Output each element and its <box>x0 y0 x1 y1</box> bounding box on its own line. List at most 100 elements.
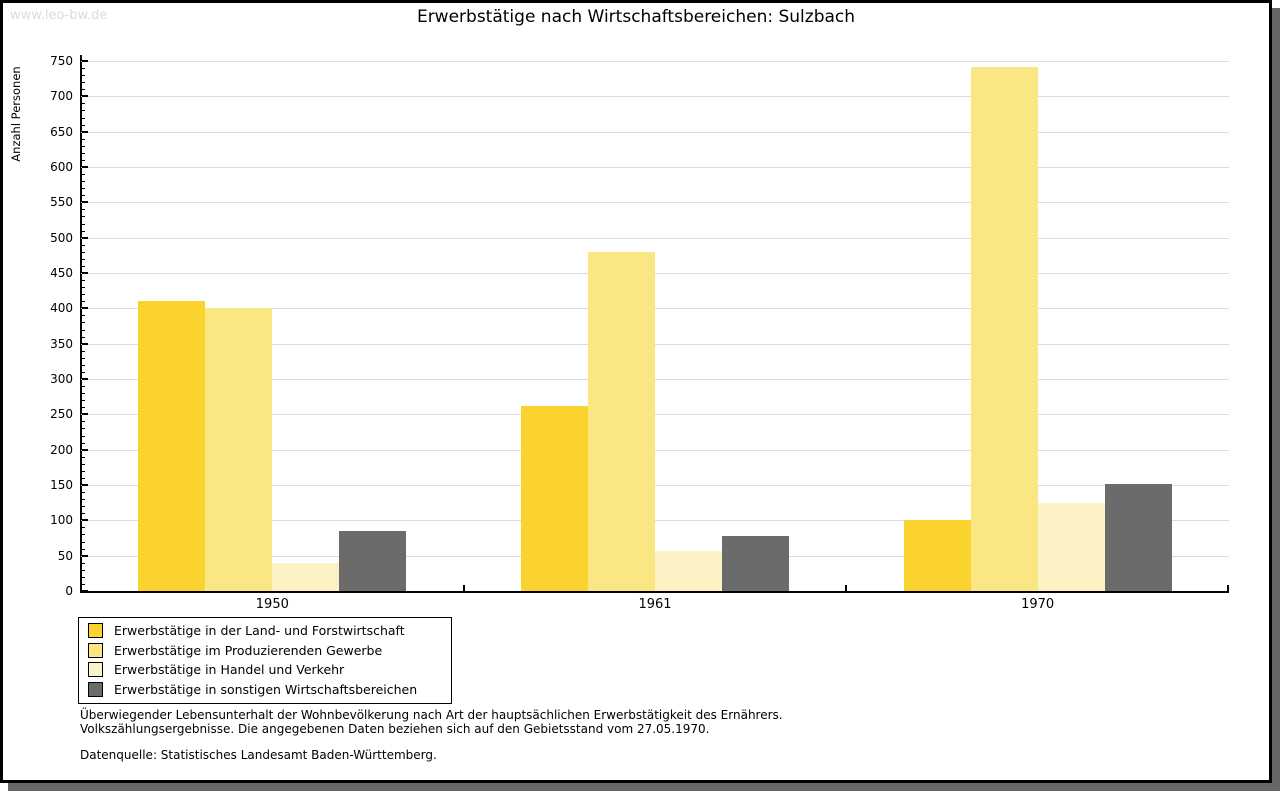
gridline-250 <box>81 414 1229 416</box>
legend-swatch-icon <box>88 642 103 658</box>
y-minor-tick <box>82 287 85 289</box>
bar-series3-1970 <box>1037 502 1105 591</box>
y-major-tick <box>82 554 88 557</box>
y-minor-tick <box>82 364 85 366</box>
y-minor-tick <box>82 75 85 77</box>
y-minor-tick <box>82 562 85 564</box>
y-minor-tick <box>82 103 85 105</box>
y-minor-tick <box>82 569 85 571</box>
y-major-tick <box>82 378 88 380</box>
y-tick-label: 50 <box>57 548 73 563</box>
y-minor-tick <box>82 258 85 260</box>
y-major-tick <box>82 342 88 345</box>
y-major-tick <box>82 413 88 416</box>
y-major-tick <box>82 448 88 451</box>
y-minor-tick <box>82 209 85 211</box>
y-tick-label: 750 <box>50 54 73 68</box>
y-tick-label: 500 <box>50 230 73 245</box>
y-minor-tick <box>82 145 85 147</box>
gridline-450 <box>81 273 1229 274</box>
y-tick-label: 200 <box>50 442 73 457</box>
y-minor-tick <box>82 244 85 246</box>
y-major-tick <box>82 236 88 239</box>
plot-area: 0 50 100 150 200 250 300 350 400 450 500 550 600 650 7… <box>50 54 1229 612</box>
x-boundary-tick <box>845 585 848 591</box>
x-boundary-tick <box>1227 585 1229 591</box>
y-minor-tick <box>82 195 85 197</box>
y-minor-tick <box>82 463 85 465</box>
gridline-750 <box>81 61 1229 62</box>
y-minor-tick <box>82 294 85 296</box>
y-tick-label: 300 <box>50 372 73 386</box>
y-minor-tick <box>82 407 85 409</box>
gridline-350 <box>81 343 1229 345</box>
y-minor-tick <box>82 336 85 338</box>
y-minor-tick <box>82 499 85 501</box>
bar-series3-1950 <box>272 562 340 591</box>
y-minor-tick <box>82 421 85 423</box>
y-major-tick <box>82 484 88 486</box>
bar-series2-1961 <box>588 251 655 591</box>
y-minor-tick <box>82 527 85 529</box>
y-minor-tick <box>82 265 85 267</box>
y-minor-tick <box>82 159 85 161</box>
legend-item-3: Erwerbstätige in Handel und Verkehr <box>79 660 451 680</box>
y-tick-label: 100 <box>50 513 73 528</box>
y-minor-tick <box>82 152 85 154</box>
footnote: Überwiegender Lebensunterhalt der Wohnbe… <box>80 708 783 736</box>
y-tick-label: 650 <box>50 124 73 139</box>
y-minor-tick <box>82 181 85 183</box>
bar-series4-1961 <box>722 535 789 591</box>
bar-series1-1961 <box>521 405 588 591</box>
y-tick-label: 0 <box>65 584 73 598</box>
bar-series2-1950 <box>205 308 273 591</box>
y-minor-tick <box>82 386 85 388</box>
y-minor-tick <box>82 492 85 494</box>
y-minor-tick <box>82 280 85 282</box>
y-tick-label: 250 <box>50 407 73 422</box>
legend-swatch-icon <box>88 662 103 678</box>
y-tick-label: 700 <box>50 89 73 104</box>
y-minor-tick <box>82 315 85 317</box>
gridline-200 <box>81 449 1229 451</box>
bar-series1-1950 <box>138 301 206 591</box>
x-axis-line <box>80 591 1229 593</box>
footnote-line2: Volkszählungsergebnisse. Die angegebenen… <box>80 721 710 736</box>
legend-item-1: Erwerbstätige in der Land- und Forstwirt… <box>79 621 451 641</box>
y-major-tick <box>82 166 88 168</box>
gridline-400 <box>81 308 1229 310</box>
y-minor-tick <box>82 89 85 91</box>
y-tick-label: 550 <box>50 195 73 210</box>
y-minor-tick <box>82 456 85 458</box>
legend-label: Erwerbstätige in der Land- und Forstwirt… <box>114 623 405 639</box>
watermark: www.leo-bw.de <box>10 8 108 23</box>
chart-title: Erwerbstätige nach Wirtschaftsbereichen:… <box>416 7 856 27</box>
y-major-tick <box>82 590 88 592</box>
gridline-650 <box>81 131 1229 133</box>
data-source: Datenquelle: Statistisches Landesamt Bad… <box>80 748 437 762</box>
legend-label: Erwerbstätige im Produzierenden Gewerbe <box>114 642 383 658</box>
y-minor-tick <box>82 216 85 218</box>
gridline-500 <box>81 237 1229 239</box>
y-major-tick <box>82 95 88 98</box>
gridline-100 <box>81 520 1229 522</box>
y-minor-tick <box>82 400 85 402</box>
x-category-label: 1961 <box>638 597 672 612</box>
gridline-700 <box>81 96 1229 98</box>
y-tick-label: 350 <box>50 336 73 351</box>
x-category-label: 1970 <box>1021 597 1055 612</box>
gridline-300 <box>81 379 1229 380</box>
gridline-150 <box>81 485 1229 486</box>
y-minor-tick <box>82 470 85 472</box>
gridline-550 <box>81 202 1229 204</box>
y-major-tick <box>82 272 88 274</box>
y-minor-tick <box>82 322 85 324</box>
y-minor-tick <box>82 442 85 444</box>
y-tick-label: 450 <box>50 266 73 280</box>
y-axis-line <box>80 55 82 591</box>
bar-series2-1970 <box>970 67 1038 591</box>
y-tick-label: 600 <box>50 160 73 174</box>
bar-series3-1961 <box>655 550 722 591</box>
legend-item-2: Erwerbstätige im Produzierenden Gewerbe <box>79 641 451 661</box>
